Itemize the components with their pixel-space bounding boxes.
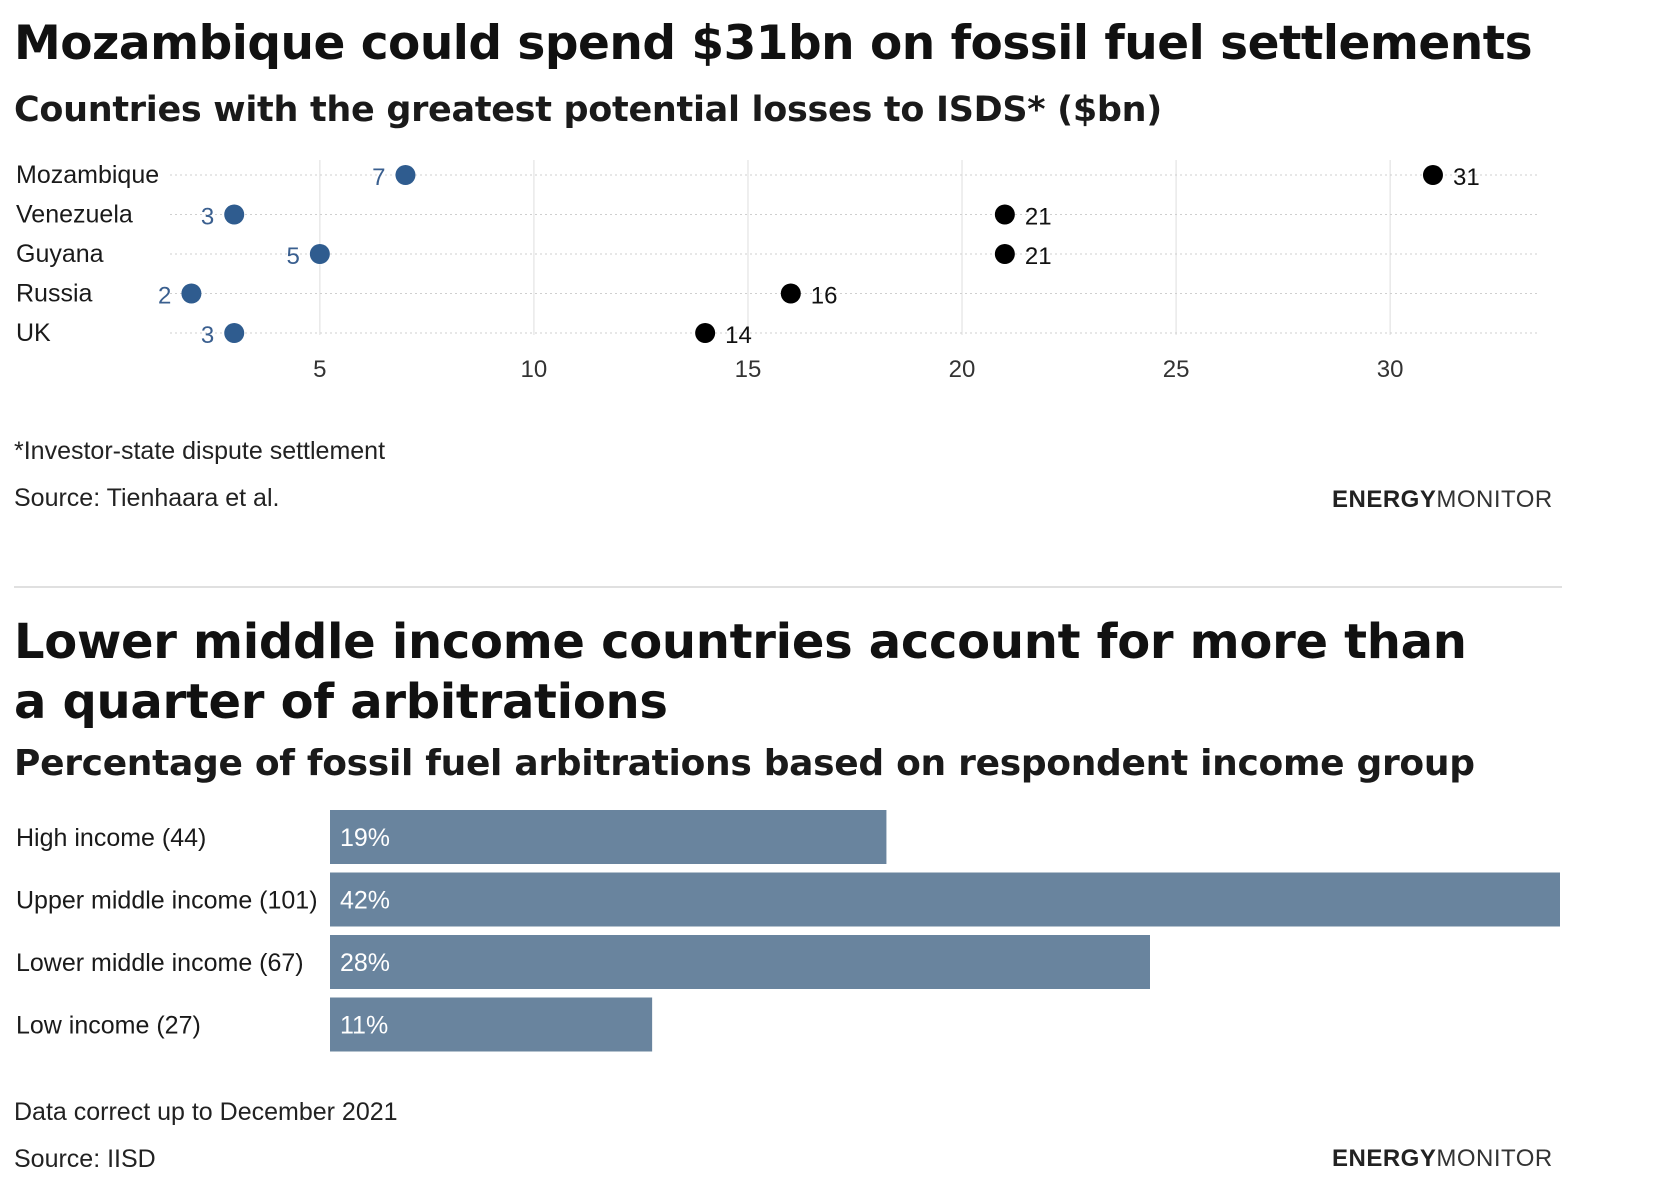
low-value-label: 5 xyxy=(286,243,299,270)
x-tick-label: 25 xyxy=(1163,356,1190,383)
high-value-dot xyxy=(1422,165,1443,185)
category-label: Lower middle income (67) xyxy=(16,949,304,977)
low-value-dot xyxy=(224,323,245,343)
x-tick-label: 20 xyxy=(949,356,976,383)
chart1-subtitle: Countries with the greatest potential lo… xyxy=(14,90,1162,130)
x-tick-label: 30 xyxy=(1377,356,1404,383)
chart2-brand-logo: ENERGYMONITOR xyxy=(1332,1145,1553,1173)
low-value-dot xyxy=(309,244,330,264)
category-label: Low income (27) xyxy=(16,1012,201,1040)
high-value-label: 31 xyxy=(1453,164,1480,191)
chart1-brand-logo: ENERGYMONITOR xyxy=(1332,486,1553,514)
chart1-source: Source: Tienhaara et al. xyxy=(14,484,280,512)
category-label: Venezuela xyxy=(16,201,133,229)
high-value-label: 21 xyxy=(1025,204,1052,231)
high-value-dot xyxy=(780,283,801,304)
brand-word-energy: ENERGY xyxy=(1332,486,1437,513)
bar-value-label: 19% xyxy=(340,824,390,852)
x-tick-label: 10 xyxy=(521,356,548,383)
category-label: High income (44) xyxy=(16,824,206,852)
low-value-dot xyxy=(224,204,245,225)
chart2-source: Source: IISD xyxy=(14,1145,156,1173)
low-value-label: 7 xyxy=(372,164,385,191)
category-label: Upper middle income (101) xyxy=(16,887,318,915)
bar-chart: High income (44) 19% Upper middle income (… xyxy=(16,810,1560,1052)
bar xyxy=(330,872,1560,927)
low-value-dot xyxy=(181,283,202,304)
low-value-label: 3 xyxy=(201,322,214,349)
high-value-label: 14 xyxy=(725,322,752,349)
chart2-title: Lower middle income countries account fo… xyxy=(14,614,1467,730)
bar xyxy=(330,935,1150,989)
brand-word-monitor: MONITOR xyxy=(1436,486,1553,513)
category-label: Guyana xyxy=(16,240,104,268)
section-divider xyxy=(14,586,1562,588)
brand-word-energy: ENERGY xyxy=(1332,1145,1437,1172)
bar xyxy=(330,810,887,864)
chart2-note: Data correct up to December 2021 xyxy=(14,1098,398,1126)
chart1-footnote: *Investor-state dispute settlement xyxy=(14,437,386,465)
category-label: Mozambique xyxy=(16,161,159,189)
bar-value-label: 11% xyxy=(340,1012,388,1040)
bar-value-label: 42% xyxy=(340,887,390,915)
low-value-label: 2 xyxy=(158,283,171,310)
high-value-label: 21 xyxy=(1025,243,1052,270)
category-label: UK xyxy=(16,319,51,347)
high-value-dot xyxy=(695,323,716,343)
x-tick-label: 15 xyxy=(735,356,762,383)
high-value-dot xyxy=(994,244,1015,264)
bar-value-label: 28% xyxy=(340,949,390,977)
high-value-dot xyxy=(994,204,1015,225)
brand-word-monitor: MONITOR xyxy=(1436,1145,1553,1172)
chart2-subtitle: Percentage of fossil fuel arbitrations b… xyxy=(14,743,1475,784)
x-tick-label: 5 xyxy=(313,356,326,383)
high-value-label: 16 xyxy=(811,283,838,310)
low-value-dot xyxy=(395,165,416,185)
chart1-title: Mozambique could spend $31bn on fossil f… xyxy=(14,16,1533,71)
category-label: Russia xyxy=(16,280,93,308)
bar xyxy=(330,997,653,1052)
low-value-label: 3 xyxy=(201,204,214,231)
